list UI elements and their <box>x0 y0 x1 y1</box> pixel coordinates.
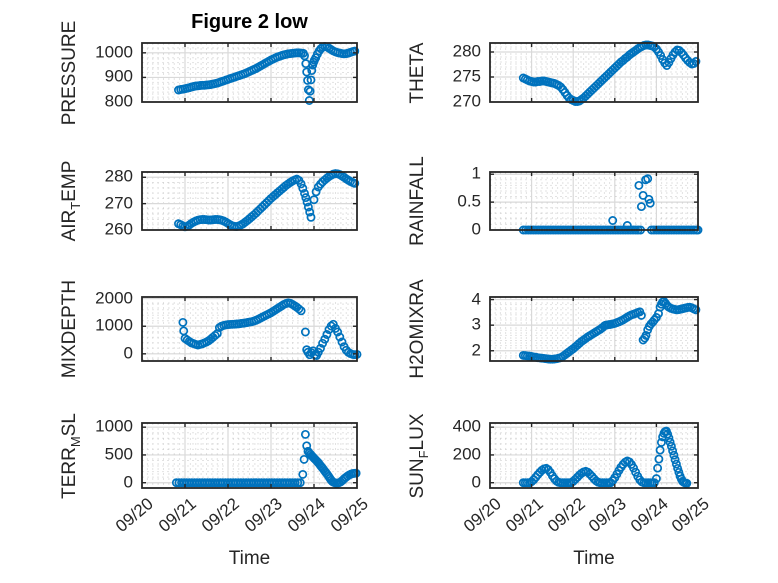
y-axis-label-text: SUN <box>407 457 429 499</box>
y-tick-label: 800 <box>104 91 133 111</box>
x-tick-label: 09/25 <box>327 494 373 536</box>
y-tick-label: 280 <box>452 41 481 61</box>
y-axis-label-terr_msl: TERRMSL <box>59 413 83 499</box>
y-axis-label-subscript: T <box>67 201 83 210</box>
y-axis-label-text: RAINFALL <box>407 156 429 246</box>
y-tick-label: 1000 <box>95 315 133 335</box>
x-tick-label: 09/22 <box>543 494 589 536</box>
y-axis-label-text: MIXDEPTH <box>59 279 81 379</box>
y-tick-label: 1000 <box>95 42 133 62</box>
y-tick-label: 1000 <box>95 416 133 436</box>
y-tick-label: 3 <box>471 314 481 334</box>
plot-area-terr_msl <box>141 422 361 489</box>
x-tick-label: 09/21 <box>502 494 547 536</box>
x-tick-label: 09/25 <box>668 494 714 536</box>
y-axis-label-text: EMP <box>59 160 81 202</box>
x-tick-label: 09/22 <box>198 494 244 536</box>
y-axis-label-mixdepth: MIXDEPTH <box>59 280 83 378</box>
x-tick-label: 09/20 <box>112 494 158 536</box>
y-tick-label: 4 <box>471 289 481 309</box>
x-axis-label-right: Time <box>573 548 615 569</box>
y-axis-label-text: SL <box>59 412 81 436</box>
y-axis-label-text: PRESSURE <box>59 20 81 125</box>
y-tick-label: 0 <box>123 472 133 492</box>
y-tick-label: 0 <box>123 343 133 363</box>
y-tick-label: 270 <box>452 91 481 111</box>
x-tick-label: 09/24 <box>284 494 330 536</box>
y-tick-label: 260 <box>104 219 133 239</box>
y-tick-label: 275 <box>452 66 481 86</box>
y-tick-label: 270 <box>104 193 133 213</box>
figure-title: Figure 2 low <box>191 11 308 33</box>
x-axis-label-left: Time <box>228 548 271 569</box>
y-tick-label: 0 <box>471 472 481 492</box>
y-axis-label-subscript: F <box>415 449 431 458</box>
y-axis-label-h2omixra: H2OMIXRA <box>407 279 431 378</box>
y-tick-label: 0 <box>471 219 481 239</box>
y-tick-label: 400 <box>452 416 481 436</box>
y-axis-label-text: H2OMIXRA <box>407 279 429 379</box>
y-axis-label-rainfall: RAINFALL <box>407 156 431 246</box>
y-axis-label-pressure: PRESSURE <box>59 20 83 125</box>
y-axis-label-air_temp: AIRTEMP <box>59 161 83 242</box>
x-tick-label: 09/24 <box>626 494 672 536</box>
y-tick-label: 900 <box>104 67 133 87</box>
x-tick-label: 09/23 <box>585 494 631 536</box>
y-axis-label-subscript: M <box>67 435 83 447</box>
y-tick-label: 280 <box>104 166 133 186</box>
y-tick-label: 0.5 <box>457 191 481 211</box>
y-tick-label: 500 <box>104 444 133 464</box>
x-tick-label: 09/20 <box>460 494 506 536</box>
y-axis-label-text: LUX <box>407 412 429 450</box>
y-axis-label-text: AIR <box>59 209 81 242</box>
x-tick-label: 09/21 <box>155 494 201 536</box>
y-axis-label-text: THETA <box>407 42 429 103</box>
y-tick-label: 2 <box>471 340 481 360</box>
plot-area-sun_flux <box>489 422 699 489</box>
plot-area-h2omixra <box>489 296 701 364</box>
y-axis-label-sun_flux: SUNFLUX <box>407 413 431 498</box>
plot-area-air_temp <box>141 169 360 232</box>
plot-area-mixdepth <box>141 296 362 362</box>
y-tick-label: 2000 <box>95 288 133 308</box>
y-axis-label-theta: THETA <box>407 42 431 103</box>
plot-area-pressure <box>141 41 360 105</box>
y-tick-label: 200 <box>452 444 481 464</box>
x-tick-label: 09/23 <box>241 494 287 536</box>
y-tick-label: 1 <box>471 163 481 183</box>
plot-area-theta <box>489 40 701 106</box>
y-axis-label-text: TERR <box>59 446 81 499</box>
plot-area-rainfall <box>489 171 703 235</box>
